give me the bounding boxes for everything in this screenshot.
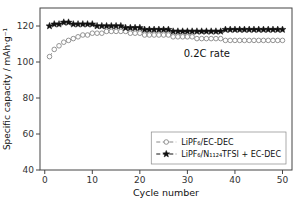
- y-tick-label: 100: [17, 57, 34, 67]
- data-point: [47, 54, 52, 59]
- data-point: [119, 29, 124, 34]
- data-point: [209, 36, 214, 41]
- data-point: [165, 26, 172, 33]
- data-point: [275, 38, 280, 43]
- x-tick-label: 20: [134, 175, 146, 185]
- x-tick: [139, 170, 140, 174]
- y-axis-label: Specific capacity / mAh·g⁻¹: [2, 28, 12, 151]
- data-point: [104, 29, 109, 34]
- legend-label: LiPF₆/N₁₁₂₄TFSI + EC-DEC: [181, 150, 281, 159]
- y-tick: [36, 170, 40, 171]
- data-point: [85, 33, 90, 38]
- data-point: [252, 38, 257, 43]
- data-point: [242, 38, 247, 43]
- data-point: [247, 38, 252, 43]
- data-point: [90, 31, 95, 36]
- x-tick-label: 50: [277, 175, 289, 185]
- x-tick-label: 30: [182, 175, 194, 185]
- data-point: [280, 38, 285, 43]
- data-point: [218, 36, 223, 41]
- data-point: [199, 36, 204, 41]
- y-tick-label: 60: [23, 129, 35, 139]
- y-tick-label: 80: [23, 93, 35, 103]
- data-point: [204, 36, 209, 41]
- data-point: [80, 33, 85, 38]
- data-point: [214, 36, 219, 41]
- data-point: [166, 33, 171, 38]
- y-tick: [36, 26, 40, 27]
- data-point: [237, 38, 242, 43]
- y-tick: [36, 62, 40, 63]
- data-point: [176, 35, 181, 40]
- y-tick-label: 40: [23, 165, 35, 175]
- data-point: [109, 29, 114, 34]
- y-tick: [36, 98, 40, 99]
- x-tick: [92, 170, 93, 174]
- data-point: [89, 21, 96, 28]
- data-point: [256, 38, 261, 43]
- data-point: [279, 26, 286, 33]
- x-tick: [44, 170, 45, 174]
- annotation: 0.2C rate: [184, 48, 230, 59]
- data-point: [71, 36, 76, 41]
- legend: LiPF₆/EC-DEC LiPF₆/N₁₁₂₄TFSI + EC-DEC: [151, 132, 286, 164]
- x-tick-label: 0: [42, 175, 48, 185]
- chart: 0 10 20 30 40 50 40 60 80 100 120 Cycle number Speci…: [0, 0, 300, 200]
- legend-label: LiPF₆/EC-DEC: [181, 138, 234, 147]
- data-point: [233, 38, 238, 43]
- data-point: [271, 38, 276, 43]
- data-point: [114, 29, 119, 34]
- data-point: [157, 33, 162, 38]
- x-tick-label: 10: [87, 175, 99, 185]
- x-tick: [282, 170, 283, 174]
- data-point: [142, 33, 147, 38]
- x-tick-label: 40: [229, 175, 241, 185]
- plot-area: [46, 19, 286, 59]
- data-point: [228, 38, 233, 43]
- data-point: [65, 19, 72, 26]
- legend-box: [151, 132, 286, 164]
- data-point: [133, 31, 138, 36]
- data-point: [136, 24, 143, 31]
- data-point: [57, 44, 62, 49]
- plot-frame: [40, 8, 292, 170]
- legend-marker: [163, 150, 170, 157]
- data-point: [66, 38, 71, 43]
- x-tick: [234, 170, 235, 174]
- data-point: [117, 22, 124, 29]
- x-tick: [187, 170, 188, 174]
- data-point: [190, 35, 195, 40]
- data-point: [76, 35, 81, 40]
- data-point: [100, 31, 105, 36]
- data-point: [161, 33, 166, 38]
- data-point: [180, 35, 185, 40]
- data-point: [185, 35, 190, 40]
- data-point: [171, 35, 176, 40]
- y-tick: [36, 134, 40, 135]
- data-point: [223, 38, 228, 43]
- x-axis-label: Cycle number: [133, 187, 199, 198]
- data-point: [95, 31, 100, 36]
- data-point: [195, 36, 200, 41]
- data-point: [147, 33, 152, 38]
- data-point: [61, 40, 66, 45]
- data-point: [261, 38, 266, 43]
- data-point: [138, 31, 143, 36]
- data-point: [52, 47, 57, 52]
- y-tick-label: 120: [17, 21, 34, 31]
- series-line: [50, 31, 283, 56]
- data-point: [152, 33, 157, 38]
- data-point: [266, 38, 271, 43]
- data-point: [128, 31, 133, 36]
- legend-marker: [164, 140, 169, 145]
